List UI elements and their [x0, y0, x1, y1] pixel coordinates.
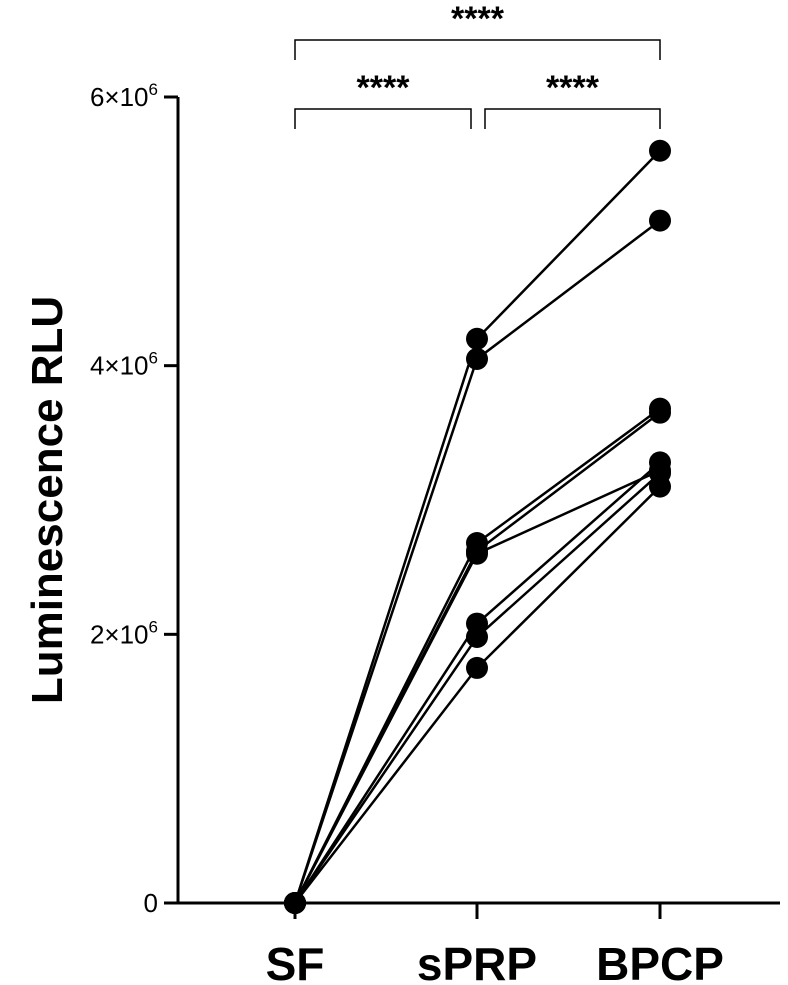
y-tick-label: 2×106 — [90, 617, 158, 649]
bracket-line — [484, 108, 661, 129]
series — [284, 462, 671, 914]
data-point — [649, 139, 671, 162]
y-axis-label: Luminescence RLU — [23, 296, 72, 704]
bracket-line — [294, 108, 472, 129]
x-tick-label: BPCP — [596, 938, 724, 985]
significance-label: **** — [546, 69, 600, 107]
data-point — [466, 656, 488, 679]
significance-label: **** — [451, 0, 505, 38]
significance-label: **** — [357, 69, 411, 107]
y-ticks: 0 2×106 4×106 6×106 — [90, 80, 178, 918]
data-point — [284, 892, 306, 914]
series — [284, 451, 671, 914]
x-ticks: SF sPRP BPCP — [266, 903, 724, 985]
series-line — [293, 149, 661, 904]
bracket-line — [294, 39, 661, 60]
data-point — [649, 475, 671, 498]
x-tick-label: sPRP — [417, 938, 537, 985]
axes — [176, 97, 780, 905]
significance-bracket: **** — [294, 0, 661, 60]
significance-brackets: **** **** **** — [294, 0, 661, 129]
significance-bracket: **** — [294, 69, 472, 129]
series — [284, 459, 671, 914]
data-point — [649, 209, 671, 232]
series — [284, 397, 671, 914]
series-line — [293, 461, 661, 904]
series — [284, 475, 671, 914]
y-tick-label: 6×106 — [90, 80, 158, 112]
x-tick-label: SF — [266, 938, 325, 985]
series-group — [284, 139, 671, 914]
significance-bracket: **** — [484, 69, 661, 129]
series-line — [293, 407, 661, 904]
data-point — [466, 347, 488, 370]
data-point — [466, 327, 488, 350]
data-point — [466, 626, 488, 649]
data-point — [466, 542, 488, 565]
y-tick-label: 0 — [144, 888, 158, 918]
y-tick-label: 4×106 — [90, 349, 158, 381]
data-point — [649, 401, 671, 424]
